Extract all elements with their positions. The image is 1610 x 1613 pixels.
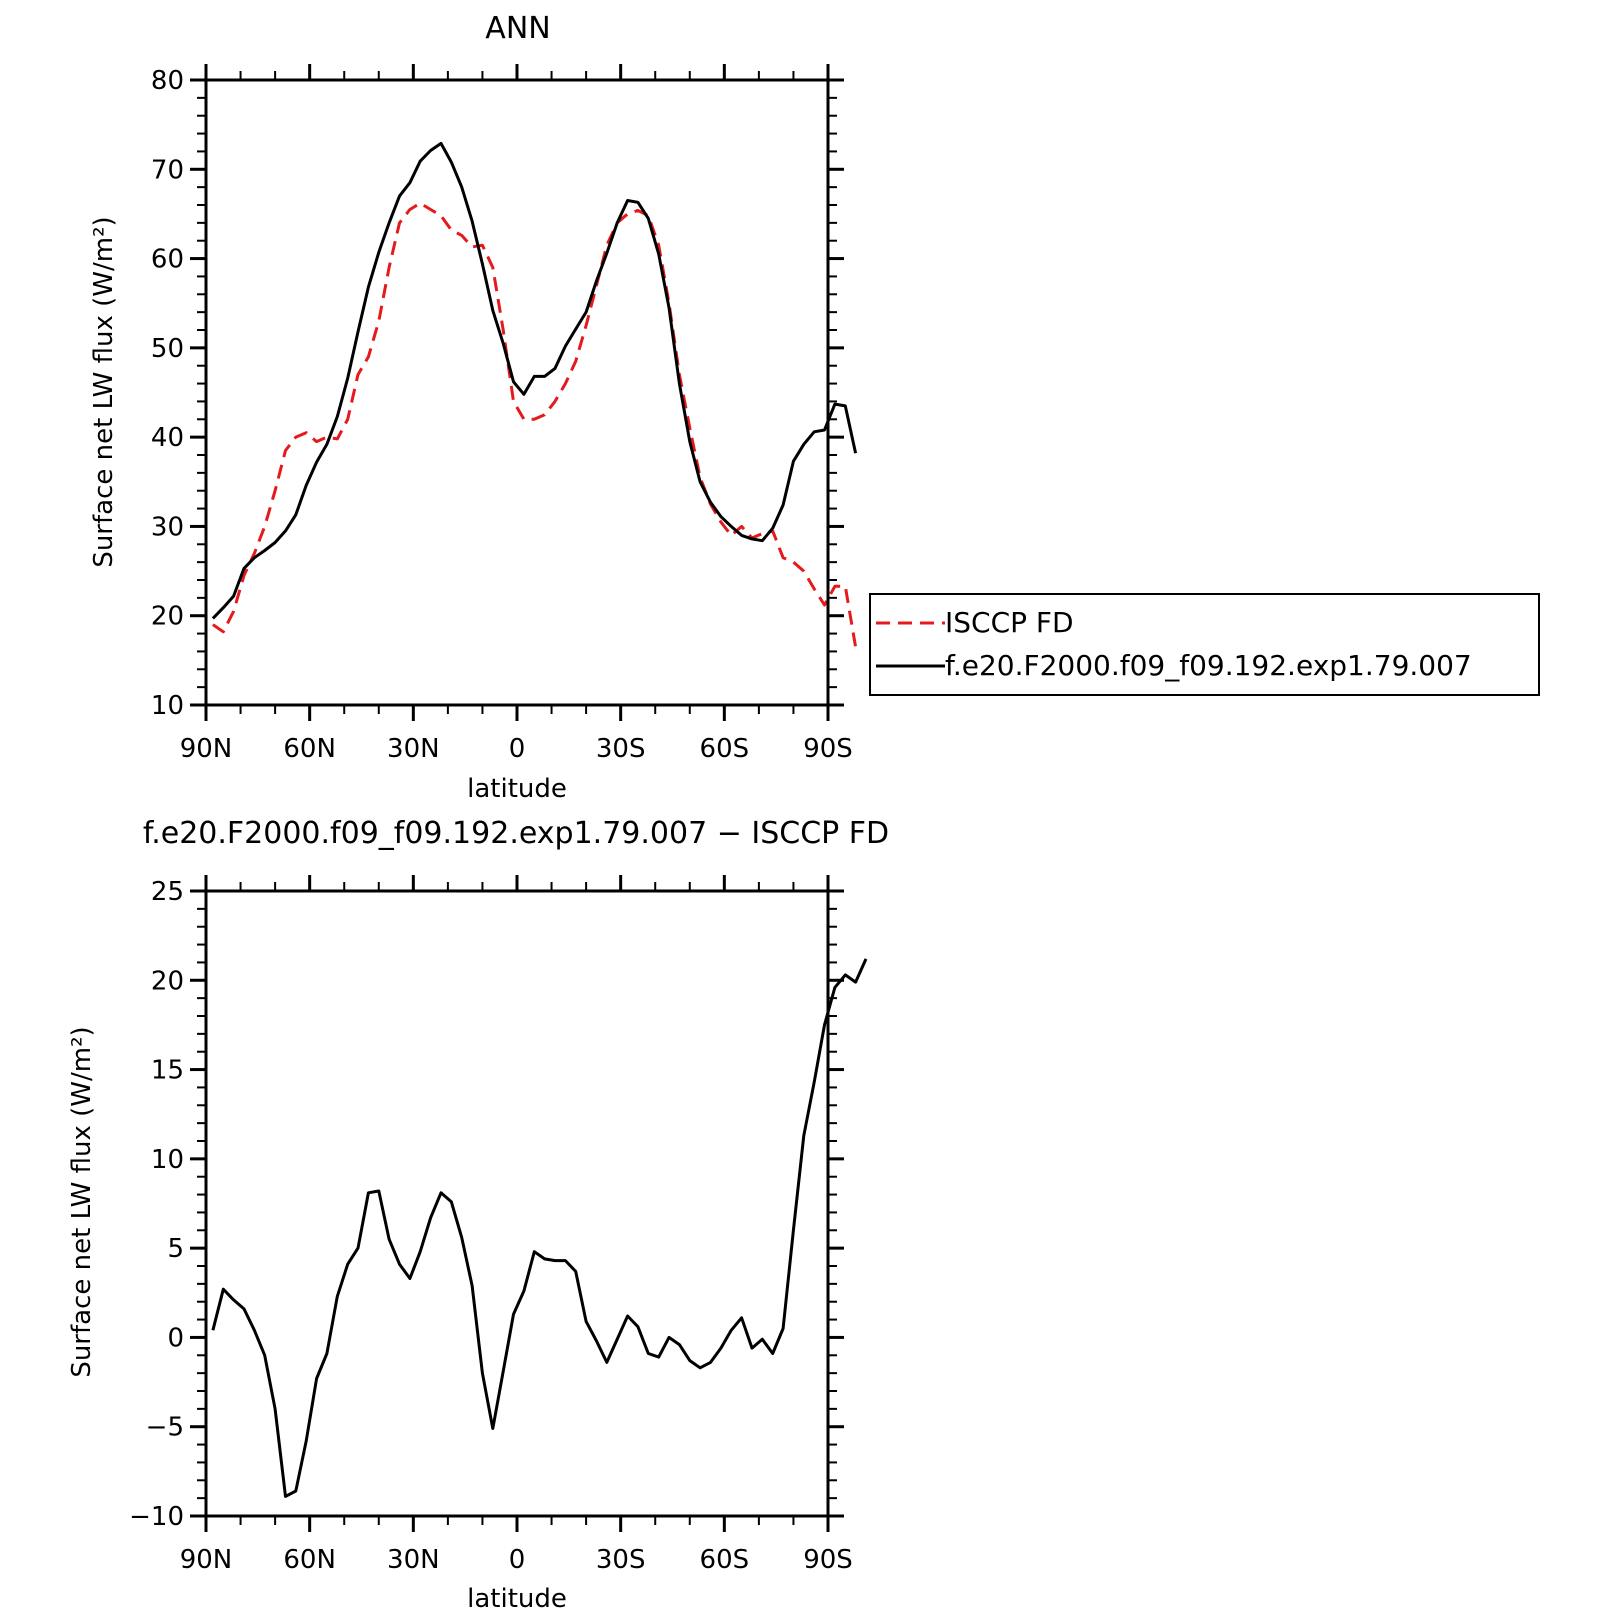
bottom-panel-title: f.e20.F2000.f09_f09.192.exp1.79.007 − IS…	[143, 816, 889, 851]
top-ticks	[190, 64, 844, 721]
bottom-y-axis-title: Surface net LW flux (W/m²)	[67, 1026, 97, 1377]
bottom-y-tick-label: 20	[151, 966, 184, 996]
top-y-tick-label: 60	[151, 245, 184, 275]
top-y-tick-label: 10	[151, 691, 184, 721]
top-panel: ANN 90N 60N 30N 0 30S 60S 90S1020304050607080 …	[89, 11, 858, 804]
top-y-axis-title: Surface net LW flux (W/m²)	[89, 216, 119, 567]
top-series	[211, 141, 858, 648]
bottom-plot-frame	[204, 889, 830, 1518]
top-panel-title: ANN	[485, 11, 550, 46]
top-x-axis-title: latitude	[467, 774, 567, 804]
bottom-y-tick-label: 15	[151, 1056, 184, 1086]
top-x-tick-label: 90S	[803, 734, 853, 764]
top-x-tick-label: 90N	[180, 734, 233, 764]
legend-label-model: f.e20.F2000.f09_f09.192.exp1.79.007	[945, 649, 1472, 682]
bottom-ticks	[190, 875, 844, 1532]
bottom-y-tick-label: −10	[129, 1502, 184, 1532]
bottom-series	[211, 958, 868, 1498]
top-y-tick-label: 20	[151, 602, 184, 632]
top-y-tick-label: 80	[151, 66, 184, 96]
top-x-tick-label: 60S	[700, 734, 750, 764]
bottom-y-tick-label: 5	[167, 1234, 184, 1264]
bottom-x-tick-label: 90N	[180, 1545, 233, 1575]
top-y-tick-label: 50	[151, 334, 184, 364]
top-x-tick-label: 0	[509, 734, 526, 764]
bottom-x-tick-label: 60S	[700, 1545, 750, 1575]
top-series-line-1	[211, 141, 858, 620]
bottom-y-tick-label: 10	[151, 1145, 184, 1175]
bottom-x-axis-title: latitude	[467, 1584, 567, 1613]
legend-box	[869, 593, 1540, 696]
bottom-x-tick-label: 0	[509, 1545, 526, 1575]
top-tick-labels: 90N 60N 30N 0 30S 60S 90S 10 20 30 40 50 60 70 80	[151, 66, 853, 764]
bottom-y-tick-label: 25	[151, 877, 184, 907]
bottom-y-tick-label: −5	[146, 1413, 184, 1443]
bottom-y-tick-label: 0	[167, 1323, 184, 1353]
bottom-tick-labels: 90N 60N 30N 0 30S 60S 90S −10 −5 0 5 10 15 20 25	[129, 877, 853, 1575]
top-series-line-0	[212, 201, 858, 648]
bottom-panel: f.e20.F2000.f09_f09.192.exp1.79.007 − IS…	[67, 816, 889, 1613]
top-x-tick-label: 60N	[283, 734, 336, 764]
bottom-x-tick-label: 30S	[596, 1545, 646, 1575]
bottom-series-line-0	[211, 958, 868, 1498]
top-y-tick-label: 70	[151, 155, 184, 185]
legend: ISCCP FD f.e20.F2000.f09_f09.192.exp1.79…	[869, 593, 1540, 696]
top-y-tick-label: 40	[151, 423, 184, 453]
top-plot-frame	[204, 78, 830, 707]
bottom-x-tick-label: 60N	[283, 1545, 336, 1575]
top-x-tick-label: 30N	[387, 734, 440, 764]
top-x-tick-label: 30S	[596, 734, 646, 764]
bottom-x-tick-label: 30N	[387, 1545, 440, 1575]
top-y-tick-label: 30	[151, 512, 184, 542]
bottom-x-tick-label: 90S	[803, 1545, 853, 1575]
legend-label-isccp: ISCCP FD	[945, 606, 1074, 639]
